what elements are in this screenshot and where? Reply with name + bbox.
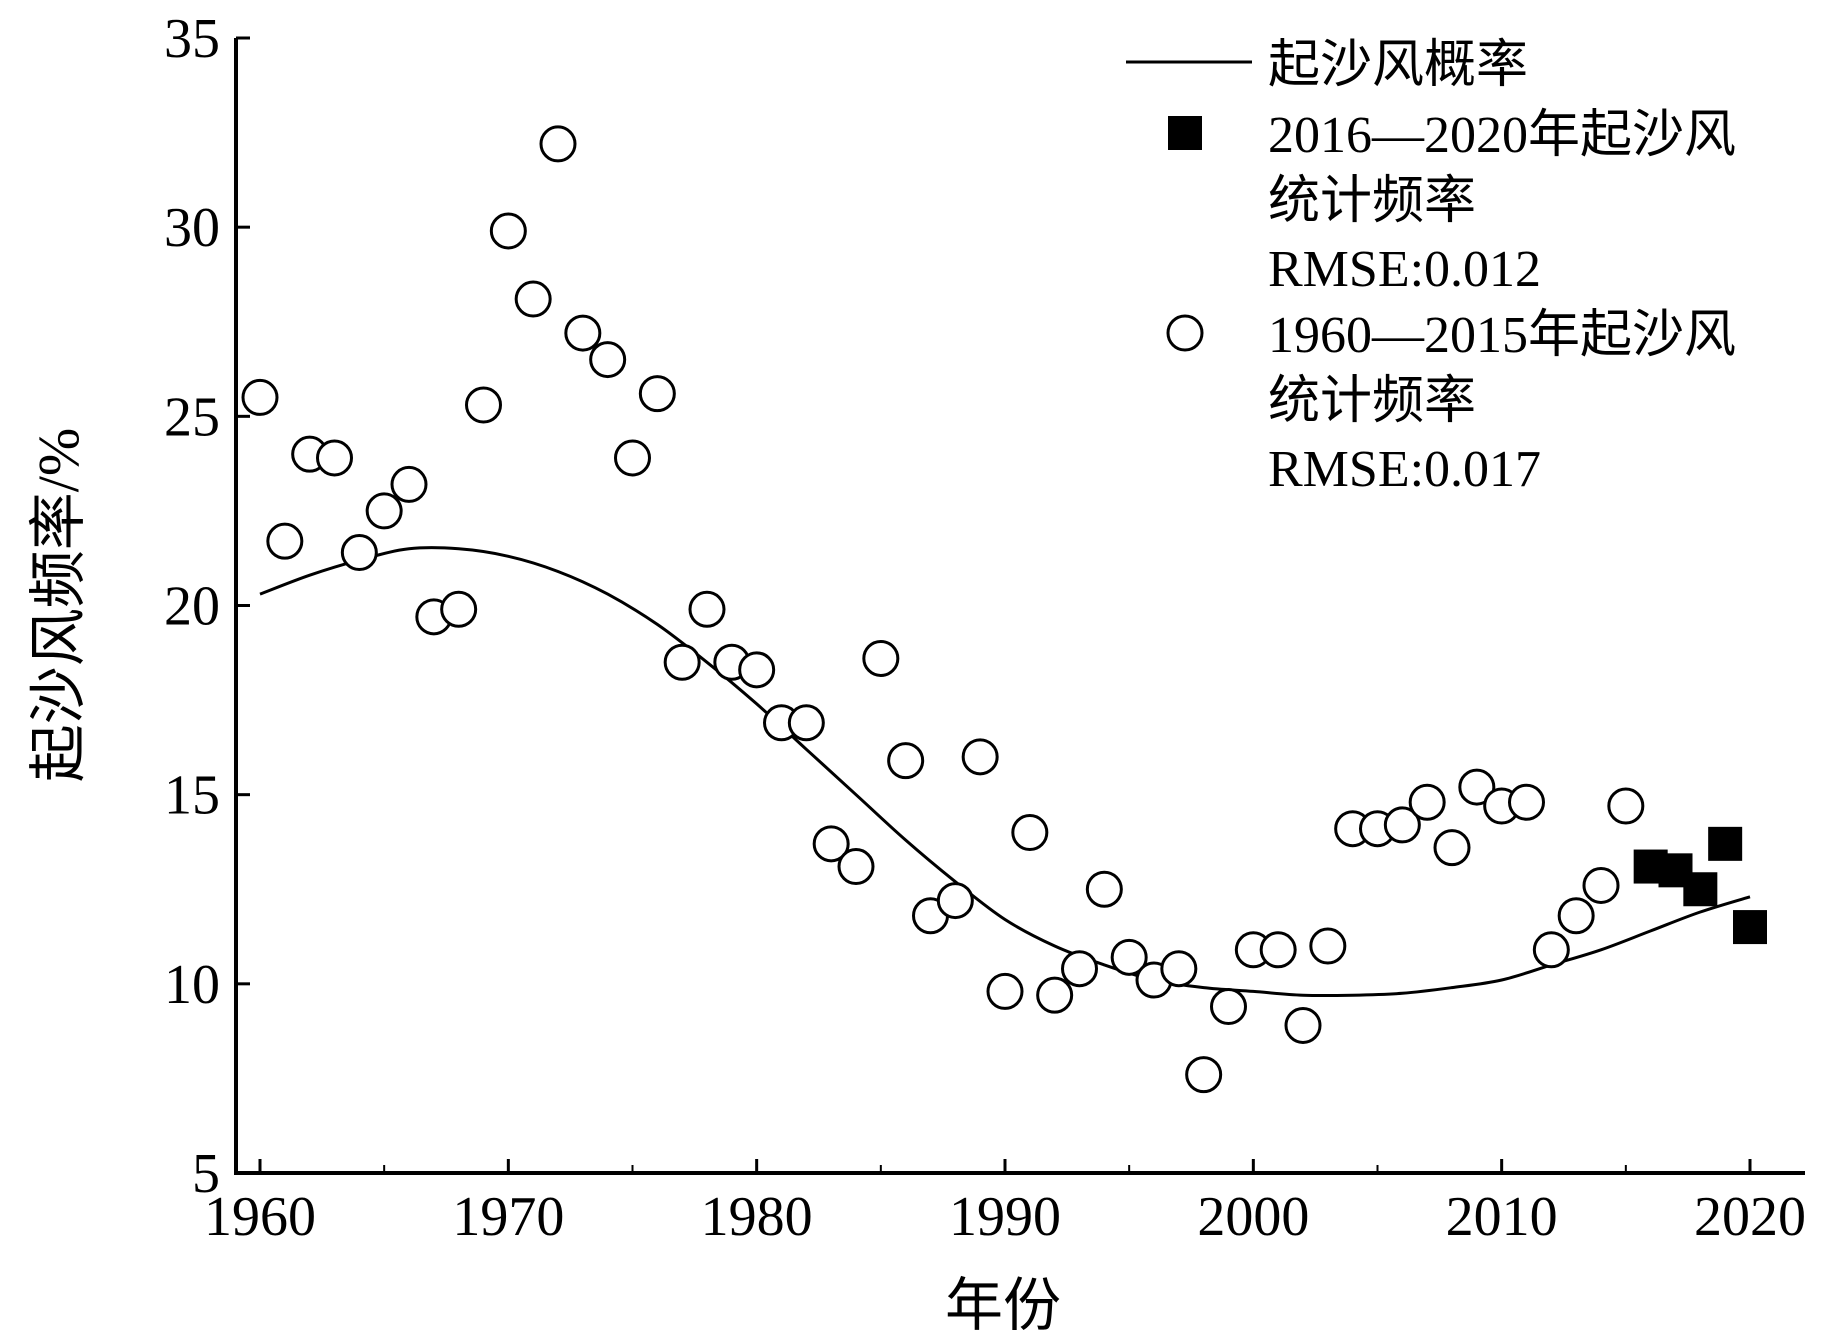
- x-tick-label: 1990: [949, 1186, 1061, 1248]
- historical-point: [936, 882, 974, 920]
- y-tick-label: 15: [164, 765, 220, 827]
- historical-point: [465, 386, 502, 424]
- legend-recent-label-1: 2016—2020年起沙风: [1268, 107, 1736, 164]
- historical-point: [1458, 768, 1496, 806]
- historical-point: [837, 848, 875, 886]
- historical-point: [1085, 870, 1123, 908]
- historical-point: [961, 738, 999, 776]
- historical-point: [862, 639, 900, 677]
- historical-point: [489, 212, 527, 250]
- historical-point: [1259, 931, 1297, 969]
- historical-point: [638, 375, 676, 413]
- historical-point: [1582, 866, 1620, 904]
- historical-point: [539, 125, 577, 163]
- x-tick-label: 2000: [1197, 1186, 1309, 1248]
- legend-hist-rmse-value: :0.017: [1410, 441, 1541, 498]
- historical-point: [1036, 976, 1074, 1014]
- historical-point: [266, 522, 304, 560]
- historical-point: [887, 742, 925, 780]
- legend: 起沙风概率 2016—2020年起沙风 统计频率 RMSE:0.012 1960…: [1126, 37, 1736, 498]
- y-tick-label: 10: [164, 954, 220, 1016]
- x-tick-label: 2020: [1694, 1186, 1806, 1248]
- historical-point: [316, 439, 353, 477]
- historical-point: [514, 280, 552, 318]
- historical-point: [1110, 938, 1148, 976]
- historical-point: [614, 439, 651, 477]
- historical-point: [1532, 931, 1570, 969]
- historical-point: [1309, 927, 1347, 965]
- x-tick-label: 2010: [1446, 1186, 1558, 1248]
- historical-point: [1557, 897, 1595, 935]
- historical-point: [365, 492, 403, 530]
- historical-point: [589, 341, 627, 379]
- historical-point: [1383, 806, 1421, 844]
- legend-hist-label-2: 统计频率: [1268, 373, 1476, 430]
- historical-point: [986, 972, 1024, 1010]
- historical-point: [1408, 783, 1446, 821]
- legend-recent-rmse-name: RMSE: [1268, 241, 1410, 298]
- recent-point: [1733, 910, 1767, 945]
- legend-hist-rmse-name: RMSE: [1268, 441, 1410, 498]
- historical-point: [688, 590, 726, 628]
- legend-curve-label: 起沙风概率: [1268, 37, 1528, 94]
- historical-point: [1508, 783, 1545, 821]
- recent-point: [1708, 826, 1743, 861]
- plot-area: [241, 125, 1767, 1094]
- x-tick-label: 1970: [452, 1186, 564, 1248]
- recent-points: [1633, 826, 1767, 945]
- x-axis-title: 年份: [945, 1273, 1061, 1338]
- y-tick-label: 30: [164, 197, 220, 259]
- historical-point: [340, 534, 378, 572]
- historical-point: [241, 378, 279, 416]
- historical-point: [1210, 988, 1247, 1026]
- y-tick-label: 20: [164, 576, 220, 638]
- historical-point: [564, 314, 602, 352]
- legend-hist-rmse: RMSE:0.017: [1268, 441, 1541, 498]
- recent-point: [1683, 872, 1718, 907]
- historical-point: [738, 651, 776, 689]
- historical-point: [1011, 814, 1049, 851]
- y-tick-label: 35: [164, 8, 220, 70]
- historical-point: [1061, 950, 1098, 988]
- y-tick-label: 25: [164, 386, 220, 448]
- historical-point: [787, 704, 825, 742]
- fit-curve-line: [259, 546, 1751, 998]
- historical-point: [1433, 829, 1471, 867]
- legend-circle-swatch: [1166, 314, 1204, 352]
- y-ticks: 5 10 15 20 25 30 35: [164, 8, 250, 1205]
- y-tick-label: 5: [192, 1143, 220, 1205]
- historical-point: [390, 465, 428, 503]
- legend-recent-rmse-value: :0.012: [1410, 241, 1541, 298]
- historical-points: [241, 125, 1645, 1094]
- historical-point: [1160, 950, 1198, 988]
- historical-point: [812, 825, 850, 863]
- x-ticks: 1960 1970 1980 1990 2000 2010 2020: [204, 1159, 1806, 1248]
- historical-point: [663, 643, 701, 681]
- historical-point: [1607, 787, 1645, 825]
- x-tick-label: 1980: [701, 1186, 813, 1248]
- historical-point: [440, 590, 478, 628]
- legend-recent-label-2: 统计频率: [1268, 173, 1476, 230]
- legend-square-swatch: [1168, 116, 1202, 150]
- legend-recent-rmse: RMSE:0.012: [1268, 241, 1541, 298]
- x-tick-label: 1960: [204, 1186, 316, 1248]
- legend-hist-label-1: 1960—2015年起沙风: [1268, 307, 1736, 364]
- y-axis-title: 起沙风频率/%: [26, 428, 91, 782]
- historical-point: [1284, 1006, 1322, 1044]
- historical-point: [1185, 1056, 1223, 1094]
